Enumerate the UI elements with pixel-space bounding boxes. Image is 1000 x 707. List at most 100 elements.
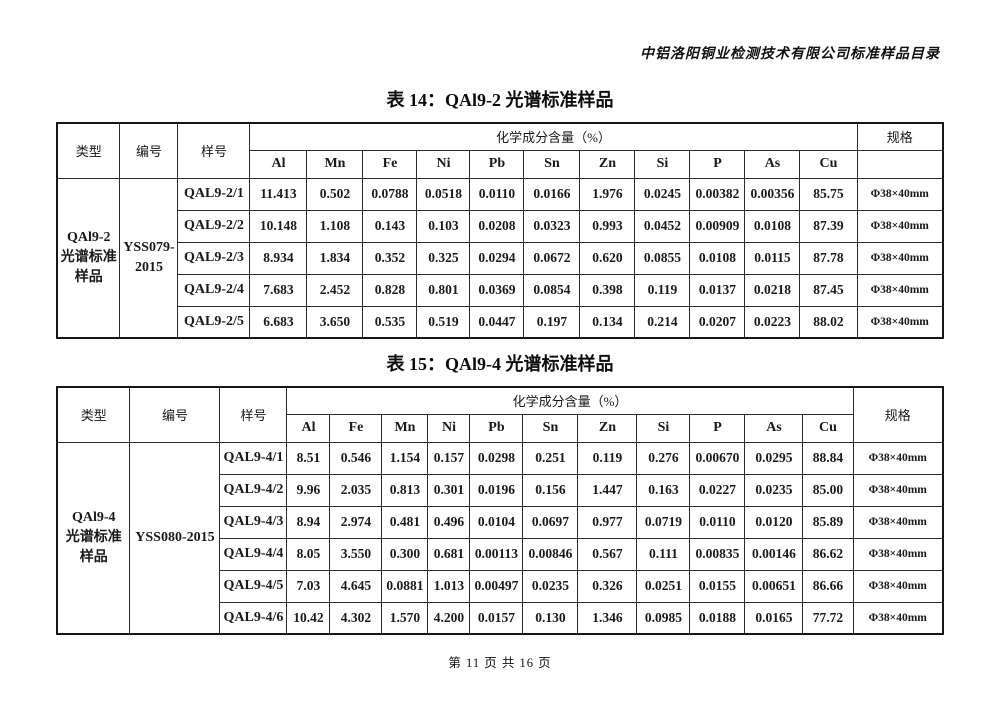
value-cell: 0.0447 [469, 305, 525, 339]
value-cell: 0.0207 [689, 305, 746, 339]
value-cell: 2.452 [306, 273, 364, 307]
element-header: Zn [579, 149, 636, 179]
table-15-title: 表 15：QAl9-4 光谱标准样品 [386, 354, 614, 374]
value-cell: 0.977 [577, 505, 638, 539]
value-cell: 0.535 [362, 305, 418, 339]
value-cell: 0.0108 [689, 241, 746, 275]
value-cell: 0.828 [362, 273, 418, 307]
table-row: QAL9-2/5 6.683 3.650 0.535 0.519 0.0447 … [57, 305, 944, 339]
sample-id-cell: QAL9-4/6 [219, 601, 288, 635]
type-cell: QAl9-4 光谱标准 样品 [56, 441, 131, 635]
value-cell: 0.0218 [744, 273, 801, 307]
value-cell: 0.813 [381, 473, 429, 507]
sample-id-cell: QAL9-4/4 [219, 537, 288, 571]
table-14-header-row-2: Al Mn Fe Ni Pb Sn Zn Si P As Cu [57, 149, 944, 179]
value-cell: 0.0115 [744, 241, 801, 275]
value-cell: 0.130 [522, 601, 579, 635]
value-cell: 7.683 [249, 273, 308, 307]
value-cell: 2.974 [329, 505, 383, 539]
element-header: Pb [469, 413, 524, 443]
value-cell: 0.567 [577, 537, 638, 571]
value-cell: 0.519 [416, 305, 471, 339]
value-cell: 0.0245 [634, 177, 691, 211]
value-cell: 0.111 [636, 537, 691, 571]
code-cell: YSS079- 2015 [119, 177, 179, 339]
value-cell: 0.0294 [469, 241, 525, 275]
spec-cell: Φ38×40mm [856, 177, 944, 211]
value-cell: 0.0223 [744, 305, 801, 339]
col-header-type: 类型 [56, 122, 121, 179]
spec-cell: Φ38×40mm [852, 473, 944, 507]
value-cell: 0.398 [579, 273, 636, 307]
element-header: Si [634, 149, 691, 179]
value-cell: 0.481 [381, 505, 429, 539]
type-cell: QAl9-2 光谱标准 样品 [56, 177, 121, 339]
value-cell: 0.0369 [469, 273, 525, 307]
value-cell: 0.163 [636, 473, 691, 507]
sample-id-cell: QAL9-2/5 [177, 305, 251, 339]
value-cell: 0.119 [634, 273, 691, 307]
value-cell: 0.0235 [744, 473, 804, 507]
value-cell: 0.103 [416, 209, 471, 243]
value-cell: 0.0855 [634, 241, 691, 275]
element-header: Cu [802, 413, 854, 443]
value-cell: 0.00382 [689, 177, 746, 211]
value-cell: 88.02 [799, 305, 858, 339]
value-cell: 3.550 [329, 537, 383, 571]
value-cell: 0.0788 [362, 177, 418, 211]
table-row: QAL9-4/3 8.94 2.974 0.481 0.496 0.0104 0… [57, 505, 944, 539]
value-cell: 0.0518 [416, 177, 471, 211]
element-header: Pb [469, 149, 525, 179]
value-cell: 0.993 [579, 209, 636, 243]
value-cell: 1.570 [381, 601, 429, 635]
value-cell: 1.976 [579, 177, 636, 211]
element-header: Ni [416, 149, 471, 179]
element-header: P [689, 149, 746, 179]
element-header: Mn [306, 149, 364, 179]
table-14-header-row-1: 类型 编号 样号 化学成分含量（%） 规格 [56, 122, 944, 179]
table-row: QAl9-2 光谱标准 样品 YSS079- 2015 QAL9-2/1 11.… [56, 177, 944, 339]
element-header: Ni [427, 413, 471, 443]
value-cell: 87.39 [799, 209, 858, 243]
value-cell: 0.00356 [744, 177, 801, 211]
sample-id-cell: QAL9-2/1 [177, 177, 251, 211]
table-14: 类型 编号 样号 化学成分含量（%） 规格 Al Mn Fe Ni Pb Sn … [55, 122, 945, 339]
element-header: Zn [577, 413, 638, 443]
value-cell: 8.05 [286, 537, 331, 571]
col-header-code: 编号 [129, 386, 221, 443]
value-cell: 0.0881 [381, 569, 429, 603]
col-header-code: 编号 [119, 122, 179, 179]
value-cell: 1.346 [577, 601, 638, 635]
element-header: Sn [522, 413, 579, 443]
value-cell: 3.650 [306, 305, 364, 339]
spec-cell: Φ38×40mm [852, 441, 944, 475]
table-15: 类型 编号 样号 化学成分含量（%） 规格 Al Fe Mn Ni Pb Sn … [55, 386, 945, 635]
value-cell: 87.78 [799, 241, 858, 275]
col-header-type: 类型 [56, 386, 131, 443]
value-cell: 4.200 [427, 601, 471, 635]
value-cell: 8.94 [286, 505, 331, 539]
table-row: QAL9-2/4 7.683 2.452 0.828 0.801 0.0369 … [57, 273, 944, 307]
col-header-sample-no: 样号 [177, 122, 251, 179]
value-cell: 0.301 [427, 473, 471, 507]
value-cell: 0.00497 [469, 569, 524, 603]
value-cell: 0.326 [577, 569, 638, 603]
element-header: Mn [381, 413, 429, 443]
value-cell: 0.801 [416, 273, 471, 307]
value-cell: 0.00846 [522, 537, 579, 571]
value-cell: 0.0157 [469, 601, 524, 635]
code-cell: YSS080-2015 [129, 441, 221, 635]
value-cell: 0.352 [362, 241, 418, 275]
value-cell: 0.197 [523, 305, 581, 339]
spec-cell: Φ38×40mm [856, 241, 944, 275]
col-header-spec: 规格 [856, 122, 944, 151]
value-cell: 0.0323 [523, 209, 581, 243]
value-cell: 0.0208 [469, 209, 525, 243]
value-cell: 0.0235 [522, 569, 579, 603]
value-cell: 0.0295 [744, 441, 804, 475]
value-cell: 1.834 [306, 241, 364, 275]
element-header: Fe [329, 413, 383, 443]
element-header: P [689, 413, 746, 443]
element-header: Cu [799, 149, 858, 179]
value-cell: 0.496 [427, 505, 471, 539]
